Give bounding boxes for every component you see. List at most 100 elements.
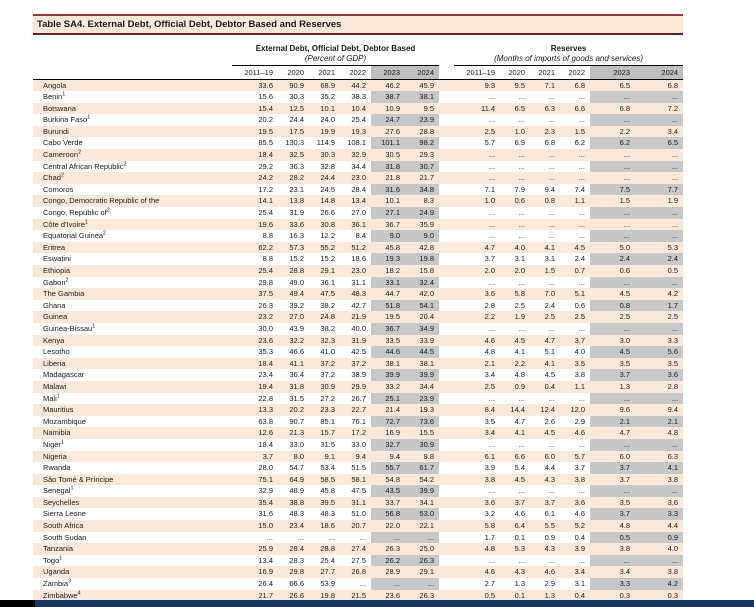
reserves-value: 2.1: [590, 415, 636, 428]
footnote-marker: 1: [84, 219, 88, 226]
reserves-value: 4.7: [454, 241, 501, 254]
external-debt-value: 41.1: [278, 357, 309, 370]
table-row: Cabo Verde 85.5 130.3 114.9 108.1 101.1 98.2 5.…: [33, 137, 684, 150]
year-column-header: 2023: [590, 65, 636, 80]
external-debt-value: 25.4: [320, 555, 335, 565]
column-gap: [439, 473, 455, 486]
reserves-value: 3.4: [590, 566, 636, 579]
external-debt-value: 41.0: [320, 347, 335, 357]
reserves-value: 5.2: [560, 520, 591, 532]
external-debt-value: 42.0: [405, 288, 440, 300]
reserves-value: 3.6: [454, 496, 501, 509]
external-debt-value: 31.8: [371, 160, 405, 173]
external-debt-value: 54.7: [289, 463, 304, 473]
reserves-value: 2.2: [500, 357, 531, 370]
external-debt-value: 19.6: [232, 218, 278, 231]
external-debt-value: 31.9: [289, 208, 304, 218]
external-debt-value: 35.4: [232, 496, 278, 509]
reserves-value: ...: [488, 277, 496, 287]
external-debt-value: ...: [359, 532, 366, 542]
external-debt-value: 36.7: [371, 322, 405, 335]
external-debt-value: 47.5: [309, 288, 340, 300]
reserves-value: 2.3: [530, 125, 561, 138]
external-debt-value: 114.9: [316, 138, 335, 148]
column-gap: [439, 277, 454, 289]
country-name: Benin1: [43, 91, 66, 102]
external-debt-value: 72.7: [371, 415, 405, 428]
reserves-value: 6.1: [454, 450, 501, 463]
external-debt-value: 15.6: [258, 92, 273, 102]
column-gap: [439, 161, 454, 173]
reserves-value: 6.5: [635, 137, 684, 150]
country-name: Guinea: [33, 311, 232, 323]
external-debt-value: 24.4: [309, 172, 340, 184]
footnote-marker: 1: [87, 114, 91, 121]
external-debt-value: 85.5: [258, 138, 273, 148]
reserves-value: 4.6: [560, 427, 591, 439]
column-gap: [439, 543, 455, 555]
title-rule: [33, 33, 683, 35]
reserves-value: ...: [635, 322, 684, 335]
reserves-value: ...: [578, 92, 586, 102]
reserves-value: ...: [488, 92, 496, 102]
reserves-value: 2.6: [544, 416, 556, 426]
external-debt-value: 44.2: [340, 79, 371, 92]
external-debt-value: 39.9: [371, 369, 405, 381]
external-debt-value: 30.0: [258, 323, 273, 333]
reserves-value: ...: [635, 392, 684, 405]
external-debt-value: 51.8: [371, 299, 405, 312]
reserves-value: ...: [548, 323, 556, 333]
external-debt-value: 23.4: [258, 370, 273, 380]
reserves-value: 4.6: [454, 566, 501, 579]
external-debt-value: 43.5: [371, 485, 405, 497]
reserves-value: 5.0: [590, 241, 636, 254]
year-column-header: 2020: [278, 65, 309, 80]
reserves-value: 6.2: [590, 137, 636, 150]
country-name: São Tomé & Príncipe: [33, 473, 232, 486]
reserves-value: 0.5: [635, 265, 684, 277]
reserves-value: 7.2: [635, 102, 684, 115]
reserves-value: 9.5: [500, 79, 531, 92]
external-debt-value: 33.7: [371, 496, 405, 509]
reserves-value: 0.6: [500, 195, 531, 208]
reserves-value: ...: [548, 439, 556, 449]
reserves-value: ...: [578, 208, 586, 218]
external-debt-value: 22.0: [371, 520, 405, 532]
reserves-value: 2.5: [514, 300, 526, 310]
table-row: Benin1 15.6 30.3 35.2 38.3 38.7 38.1..........…: [33, 91, 684, 103]
reserves-value: 4.3: [530, 543, 561, 555]
reserves-value: 2.1: [635, 415, 684, 428]
column-gap: [439, 462, 454, 474]
external-debt-value: 19.3: [371, 253, 405, 265]
column-gap: [439, 508, 454, 520]
reserves-value: 1.5: [590, 195, 636, 208]
external-debt-value: 30.3: [309, 149, 340, 161]
external-debt-value: 18.2: [371, 265, 405, 277]
reserves-value: 6.6: [560, 102, 591, 115]
reserves-value: 6.8: [544, 138, 556, 148]
external-debt-value: 20.7: [340, 520, 371, 532]
table-row: Mauritius 13.3 20.2 23.3 22.7 21.4 19.3 8.4 14.4…: [33, 404, 684, 416]
column-gap: [439, 380, 455, 393]
external-debt-value: 75.1: [232, 473, 278, 486]
country-name: Malawi: [33, 380, 232, 393]
footnote-marker: 3: [68, 578, 72, 585]
column-gap: [439, 520, 455, 532]
country-name: Zimbabwe4: [33, 589, 232, 602]
external-debt-value: 24.4: [289, 115, 304, 125]
reserves-value: 4.6: [514, 509, 526, 519]
reserves-value: 6.8: [635, 79, 684, 92]
country-name: Togo1: [43, 555, 63, 565]
external-debt-value: 26.3: [405, 554, 440, 567]
reserves-value: 5.1: [560, 288, 591, 300]
external-debt-value: 25.1: [371, 392, 405, 405]
external-debt-value: 8.8: [262, 254, 273, 264]
external-debt-value: 32.5: [278, 149, 309, 161]
external-debt-value: 12.2: [320, 231, 335, 241]
reserves-value: ...: [548, 208, 556, 218]
reserves-value: 3.7: [560, 334, 591, 347]
footnote-marker: 1: [59, 555, 63, 562]
external-debt-value: 13.4: [258, 555, 273, 565]
column-gap: [439, 357, 455, 370]
